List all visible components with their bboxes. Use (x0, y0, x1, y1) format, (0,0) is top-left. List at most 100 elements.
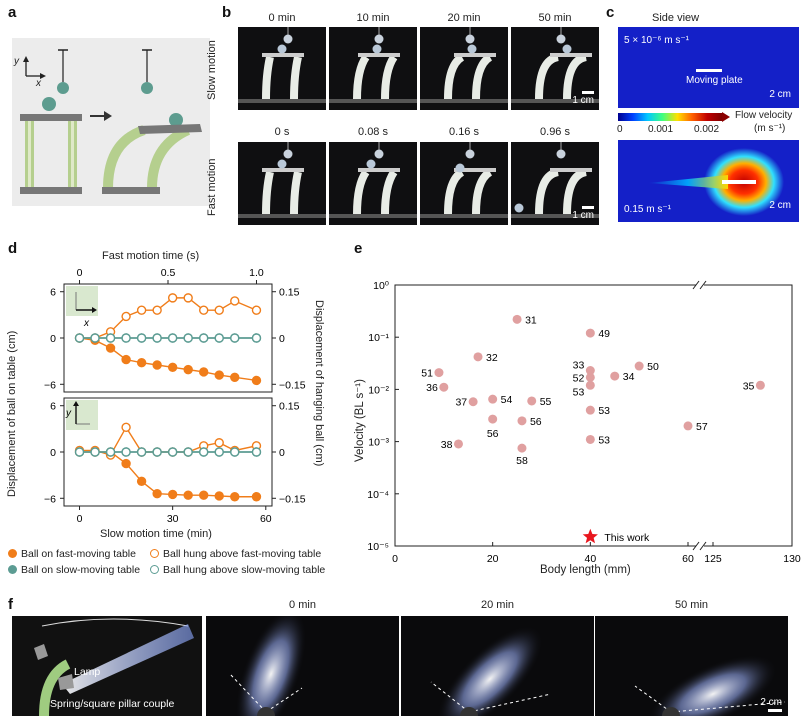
data-point (121, 447, 131, 457)
point-label: 56 (530, 416, 542, 428)
colorbar-tick-0: 0 (617, 124, 623, 135)
data-point (634, 361, 644, 371)
pillar-left (353, 169, 370, 215)
pillar-photo (329, 142, 417, 225)
pillar-right (472, 53, 493, 100)
data-point (439, 382, 449, 392)
slow-motion-label: Slow motion (206, 40, 218, 100)
top-plate (358, 53, 400, 57)
top-tick-label: 0.5 (161, 267, 176, 279)
flow-bottom-plot: 0.15 m s⁻¹ 2 cm (618, 140, 799, 222)
pillar-photo-graphic (420, 27, 508, 103)
inset-axis-label: x (83, 318, 90, 329)
legend-marker-icon (8, 565, 17, 574)
scale-bar-line (768, 709, 782, 712)
flow-jet-graphic (648, 148, 784, 216)
left-tick-label: 0 (50, 333, 56, 345)
right-tick-label: −0.15 (279, 379, 306, 391)
pillar-right (563, 53, 588, 100)
frame-time-label: 50 min (538, 12, 572, 24)
data-point (152, 488, 162, 499)
pillar-photo-graphic (238, 27, 326, 103)
point-label: 55 (540, 396, 552, 408)
axis-break-mark (692, 280, 700, 290)
pillar-photo: 1 cm (511, 142, 599, 225)
lamp-base (460, 707, 478, 716)
moving-plate-marker (696, 69, 722, 72)
top-plate (550, 168, 592, 172)
top-plate (550, 53, 592, 57)
legend-fast-table: Ball on fast-moving table (8, 548, 136, 560)
data-point (230, 296, 240, 306)
flow-top-plot: 5 × 10⁻⁶ m s⁻¹ Moving plate 2 cm (618, 27, 799, 108)
pillar-right (290, 56, 302, 100)
panel-f-schematic: Lamp Spring/square pillar couple (12, 616, 202, 716)
pillar-photo-graphic (329, 142, 417, 218)
pillar-left (444, 53, 465, 100)
point-label: 52 (573, 372, 585, 384)
frame-time-label: 0.16 s (449, 126, 479, 138)
data-point (585, 366, 595, 376)
data-point (585, 405, 595, 415)
point-label: 53 (598, 434, 610, 446)
pillar-photo (238, 27, 326, 110)
couple-label: Spring/square pillar couple (50, 698, 175, 710)
pillar-right (290, 171, 302, 215)
panel-letter-e: e (354, 240, 363, 257)
data-point (251, 492, 262, 502)
top-plate (262, 168, 304, 172)
legend-slow-table: Ball on slow-moving table (8, 564, 140, 576)
scale-bar-line (582, 91, 594, 94)
lamp-photo-graphic (430, 625, 552, 716)
point-label: 35 (743, 380, 755, 392)
inset-axis-label: y (65, 408, 72, 419)
x-tick-label: 125 (704, 553, 722, 565)
frame-time-label: 0 min (268, 12, 296, 24)
hanging-ball (283, 34, 293, 44)
table-edge (238, 214, 326, 218)
data-point (610, 371, 620, 381)
data-point (251, 305, 262, 315)
data-point (512, 314, 522, 324)
left-tick-label: −6 (44, 493, 56, 505)
hanging-ball (374, 34, 384, 44)
data-point (167, 333, 178, 343)
data-point (152, 447, 162, 457)
data-point (683, 421, 693, 431)
data-point (105, 333, 116, 343)
right-tick-label: −0.15 (279, 493, 306, 505)
pillar-photo-graphic (511, 142, 599, 218)
right-tick-label: 0.15 (279, 287, 300, 299)
beam-edge-line (634, 685, 672, 713)
point-label: 31 (525, 314, 537, 326)
lamp-base (662, 707, 680, 716)
data-point (74, 333, 85, 343)
axis-y-label: y (14, 56, 19, 67)
point-label: 56 (487, 428, 499, 440)
point-label: 58 (516, 455, 528, 467)
this-work-star-icon (582, 528, 598, 544)
point-label: 51 (421, 368, 433, 380)
table-edge (329, 99, 417, 103)
colorbar-tick-2: 0.002 (694, 124, 720, 135)
table-edge (329, 214, 417, 218)
legend-fast-hung: Ball hung above fast-moving table (150, 548, 321, 560)
pillar-left (262, 56, 274, 100)
table-ball (366, 159, 376, 169)
table-edge (238, 99, 326, 103)
data-point (90, 333, 100, 343)
pillar-right (381, 169, 398, 215)
pillar-photo (420, 27, 508, 110)
point-label: 32 (486, 352, 498, 364)
plot-frame (394, 284, 793, 547)
beam-edge-line (265, 687, 303, 713)
data-point (121, 311, 131, 322)
axis-break (696, 281, 704, 289)
panel-letter-a: a (8, 4, 17, 21)
series-line (79, 451, 257, 498)
legend-slow-hung: Ball hung above slow-moving table (150, 564, 325, 576)
data-point (230, 333, 240, 343)
x-tick-label: 130 (783, 553, 801, 565)
right-axis-title: Displacement of hanging ball (cm) (313, 300, 325, 467)
